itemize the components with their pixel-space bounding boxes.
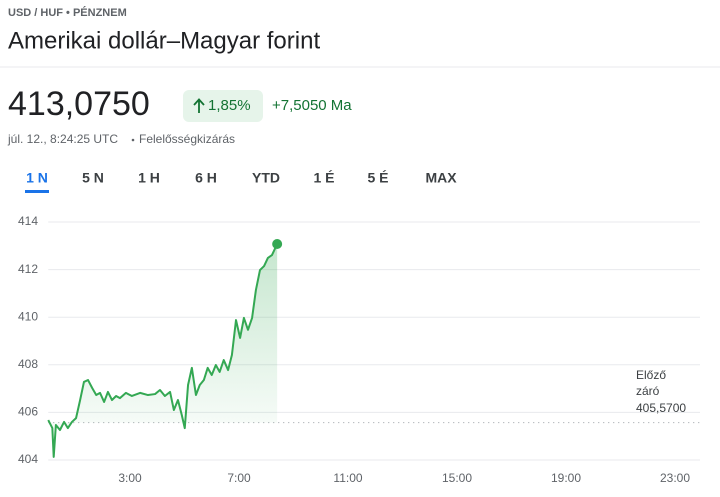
price-line bbox=[47, 243, 279, 458]
tab[interactable]: 1 É bbox=[313, 170, 334, 186]
tab[interactable]: 6 H bbox=[195, 170, 217, 186]
change-percent: 1,85% bbox=[208, 97, 251, 114]
change: +7,5050 Ma bbox=[272, 97, 352, 114]
category: USD / HUF • PÉNZNEM bbox=[8, 6, 127, 19]
price: 413,0750 bbox=[8, 85, 150, 123]
area bbox=[48, 244, 278, 457]
tab[interactable]: 1 N bbox=[26, 170, 48, 186]
x-tick-label: 7:00 bbox=[227, 471, 251, 485]
last-point bbox=[272, 239, 283, 250]
x-tick-label: 15:00 bbox=[442, 471, 472, 485]
tab-underline bbox=[25, 190, 49, 193]
tab[interactable]: MAX bbox=[425, 170, 457, 186]
previous-close-label: Előző bbox=[636, 368, 666, 382]
x-tick-label: 11:00 bbox=[333, 471, 362, 485]
change-badge bbox=[183, 90, 263, 122]
x-tick-label: 19:00 bbox=[551, 471, 581, 485]
tab[interactable]: 5 N bbox=[82, 170, 104, 186]
previous-close-label: záró bbox=[636, 384, 660, 398]
previous-close-value: 405,5700 bbox=[636, 401, 686, 415]
timestamp: júl. 12., 8:24:25 UTC bbox=[7, 132, 118, 146]
y-tick-label: 410 bbox=[18, 309, 38, 323]
disclaimer[interactable]: Felelősségkizárás bbox=[139, 132, 235, 146]
y-tick-label: 404 bbox=[18, 452, 38, 466]
up-arrow bbox=[193, 98, 205, 113]
separator bbox=[131, 138, 135, 142]
tab[interactable]: 1 H bbox=[138, 170, 160, 186]
y-tick-label: 412 bbox=[18, 262, 38, 276]
y-tick-label: 408 bbox=[18, 357, 38, 371]
tab[interactable]: 5 É bbox=[367, 170, 388, 186]
y-tick-label: 414 bbox=[18, 214, 38, 228]
title: Amerikai dollár–Magyar forint bbox=[8, 27, 320, 54]
x-tick-label: 3:00 bbox=[118, 471, 142, 485]
y-tick-label: 406 bbox=[18, 405, 38, 419]
x-tick-label: 23:00 bbox=[660, 471, 690, 485]
tab[interactable]: YTD bbox=[252, 170, 280, 186]
